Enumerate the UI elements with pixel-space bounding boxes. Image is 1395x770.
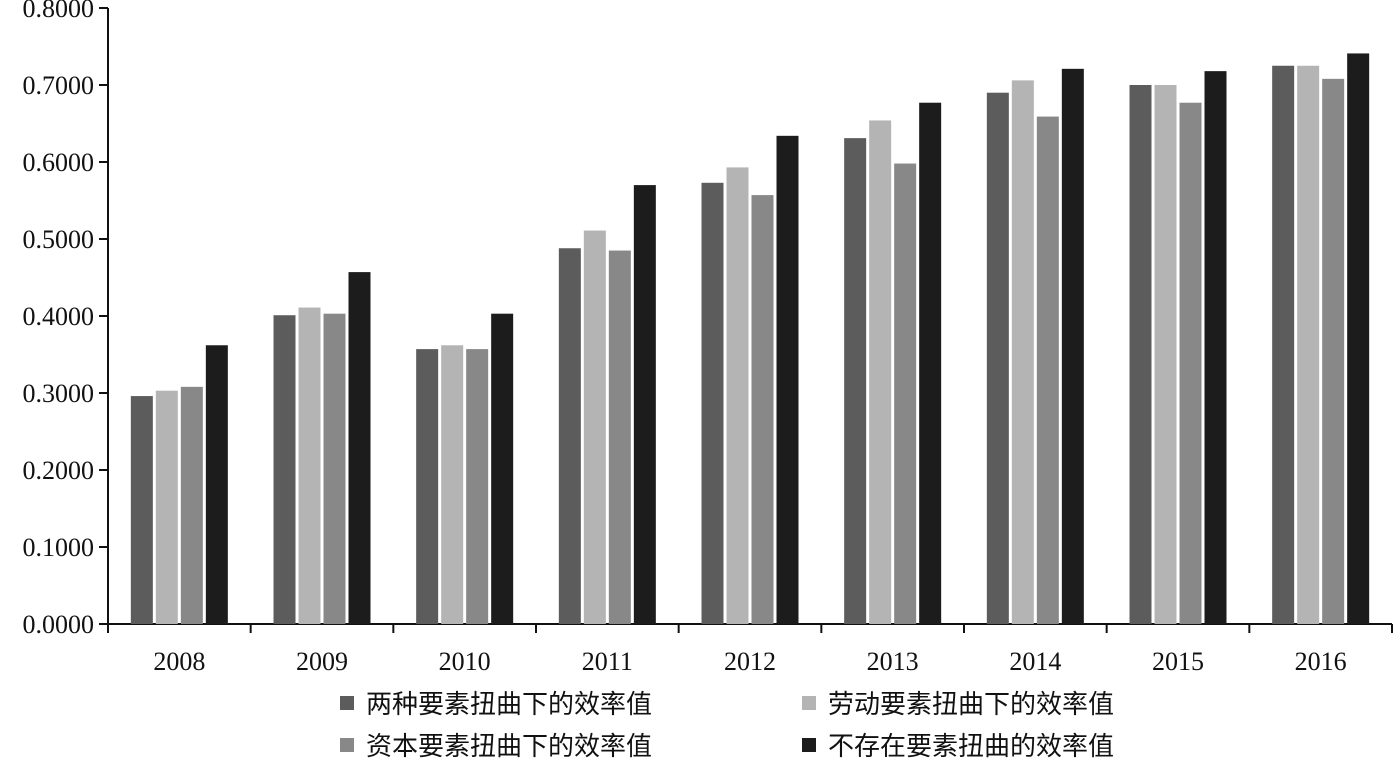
x-axis: 2008 2009 2010 2011 2012 2013 2014 2015 2016 [107, 623, 1393, 676]
x-tick-label: 2008 [153, 647, 205, 676]
bar-2009-series-2 [298, 307, 321, 624]
bar-2015-series-2 [1154, 85, 1177, 624]
x-tick-label: 2012 [724, 647, 776, 676]
bar-2014-series-1 [986, 92, 1009, 624]
bar-2013-series-1 [844, 138, 867, 624]
bar-2013-series-2 [869, 120, 892, 625]
legend-label: 不存在要素扭曲的效率值 [828, 732, 1114, 762]
bar-2010-series-2 [441, 345, 464, 624]
bar-2013-series-3 [894, 163, 917, 625]
bar-2014-series-2 [1011, 80, 1034, 624]
y-tick-label: 0.7000 [23, 71, 95, 100]
legend-swatch [802, 738, 816, 752]
bar-2008-series-2 [155, 390, 178, 624]
legend-swatch [340, 738, 354, 752]
y-tick-label: 0.2000 [23, 456, 95, 485]
bar-2011-series-1 [558, 248, 581, 625]
x-tick-label: 2015 [1152, 647, 1204, 676]
bar-2014-series-3 [1036, 116, 1059, 624]
bar-2008-series-1 [130, 396, 153, 624]
bar-2011-series-3 [608, 250, 631, 625]
y-axis: 0.0000 0.1000 0.2000 0.3000 0.4000 0.5000 0.60… [23, 0, 109, 639]
bar-2012-series-3 [751, 195, 774, 625]
bar-2016-series-3 [1322, 78, 1345, 625]
bar-2016-series-4 [1347, 53, 1370, 625]
bar-2016-series-1 [1272, 65, 1295, 624]
bar-2010-series-1 [416, 349, 439, 624]
y-tick-label: 0.4000 [23, 302, 95, 331]
bar-2015-series-4 [1204, 71, 1227, 624]
bar-series-group [130, 53, 1370, 625]
x-tick-label: 2011 [582, 647, 633, 676]
y-tick-label: 0.0000 [23, 610, 95, 639]
y-tick-label: 0.8000 [23, 0, 95, 23]
bar-2016-series-2 [1297, 65, 1320, 624]
legend-swatch [802, 696, 816, 710]
bar-2013-series-4 [919, 102, 942, 624]
x-tick-label: 2014 [1009, 647, 1061, 676]
legend-label: 两种要素扭曲下的效率值 [366, 690, 652, 720]
x-tick-label: 2010 [439, 647, 491, 676]
bar-2010-series-3 [466, 349, 489, 624]
bar-2012-series-4 [776, 135, 799, 624]
bar-2009-series-4 [348, 272, 371, 624]
bar-2011-series-4 [633, 185, 656, 624]
y-tick-label: 0.5000 [23, 225, 95, 254]
bar-2015-series-1 [1129, 85, 1152, 624]
bar-2008-series-3 [180, 386, 203, 624]
bar-2008-series-4 [205, 345, 228, 624]
bar-2009-series-1 [273, 315, 296, 624]
bar-2010-series-4 [491, 313, 514, 624]
legend-label: 资本要素扭曲下的效率值 [366, 732, 652, 762]
legend-swatch [340, 696, 354, 710]
bar-2011-series-2 [583, 230, 606, 624]
x-tick-label: 2016 [1295, 647, 1347, 676]
x-tick-label: 2013 [867, 647, 919, 676]
y-tick-label: 0.1000 [23, 533, 95, 562]
bar-2012-series-1 [701, 182, 724, 625]
bar-2012-series-2 [726, 167, 749, 624]
x-tick-label: 2009 [296, 647, 348, 676]
y-tick-label: 0.3000 [23, 379, 95, 408]
bar-2009-series-3 [323, 313, 346, 624]
y-tick-label: 0.6000 [23, 148, 95, 177]
bar-2015-series-3 [1179, 102, 1202, 624]
bar-2014-series-4 [1061, 68, 1084, 624]
legend-label: 劳动要素扭曲下的效率值 [828, 690, 1114, 720]
